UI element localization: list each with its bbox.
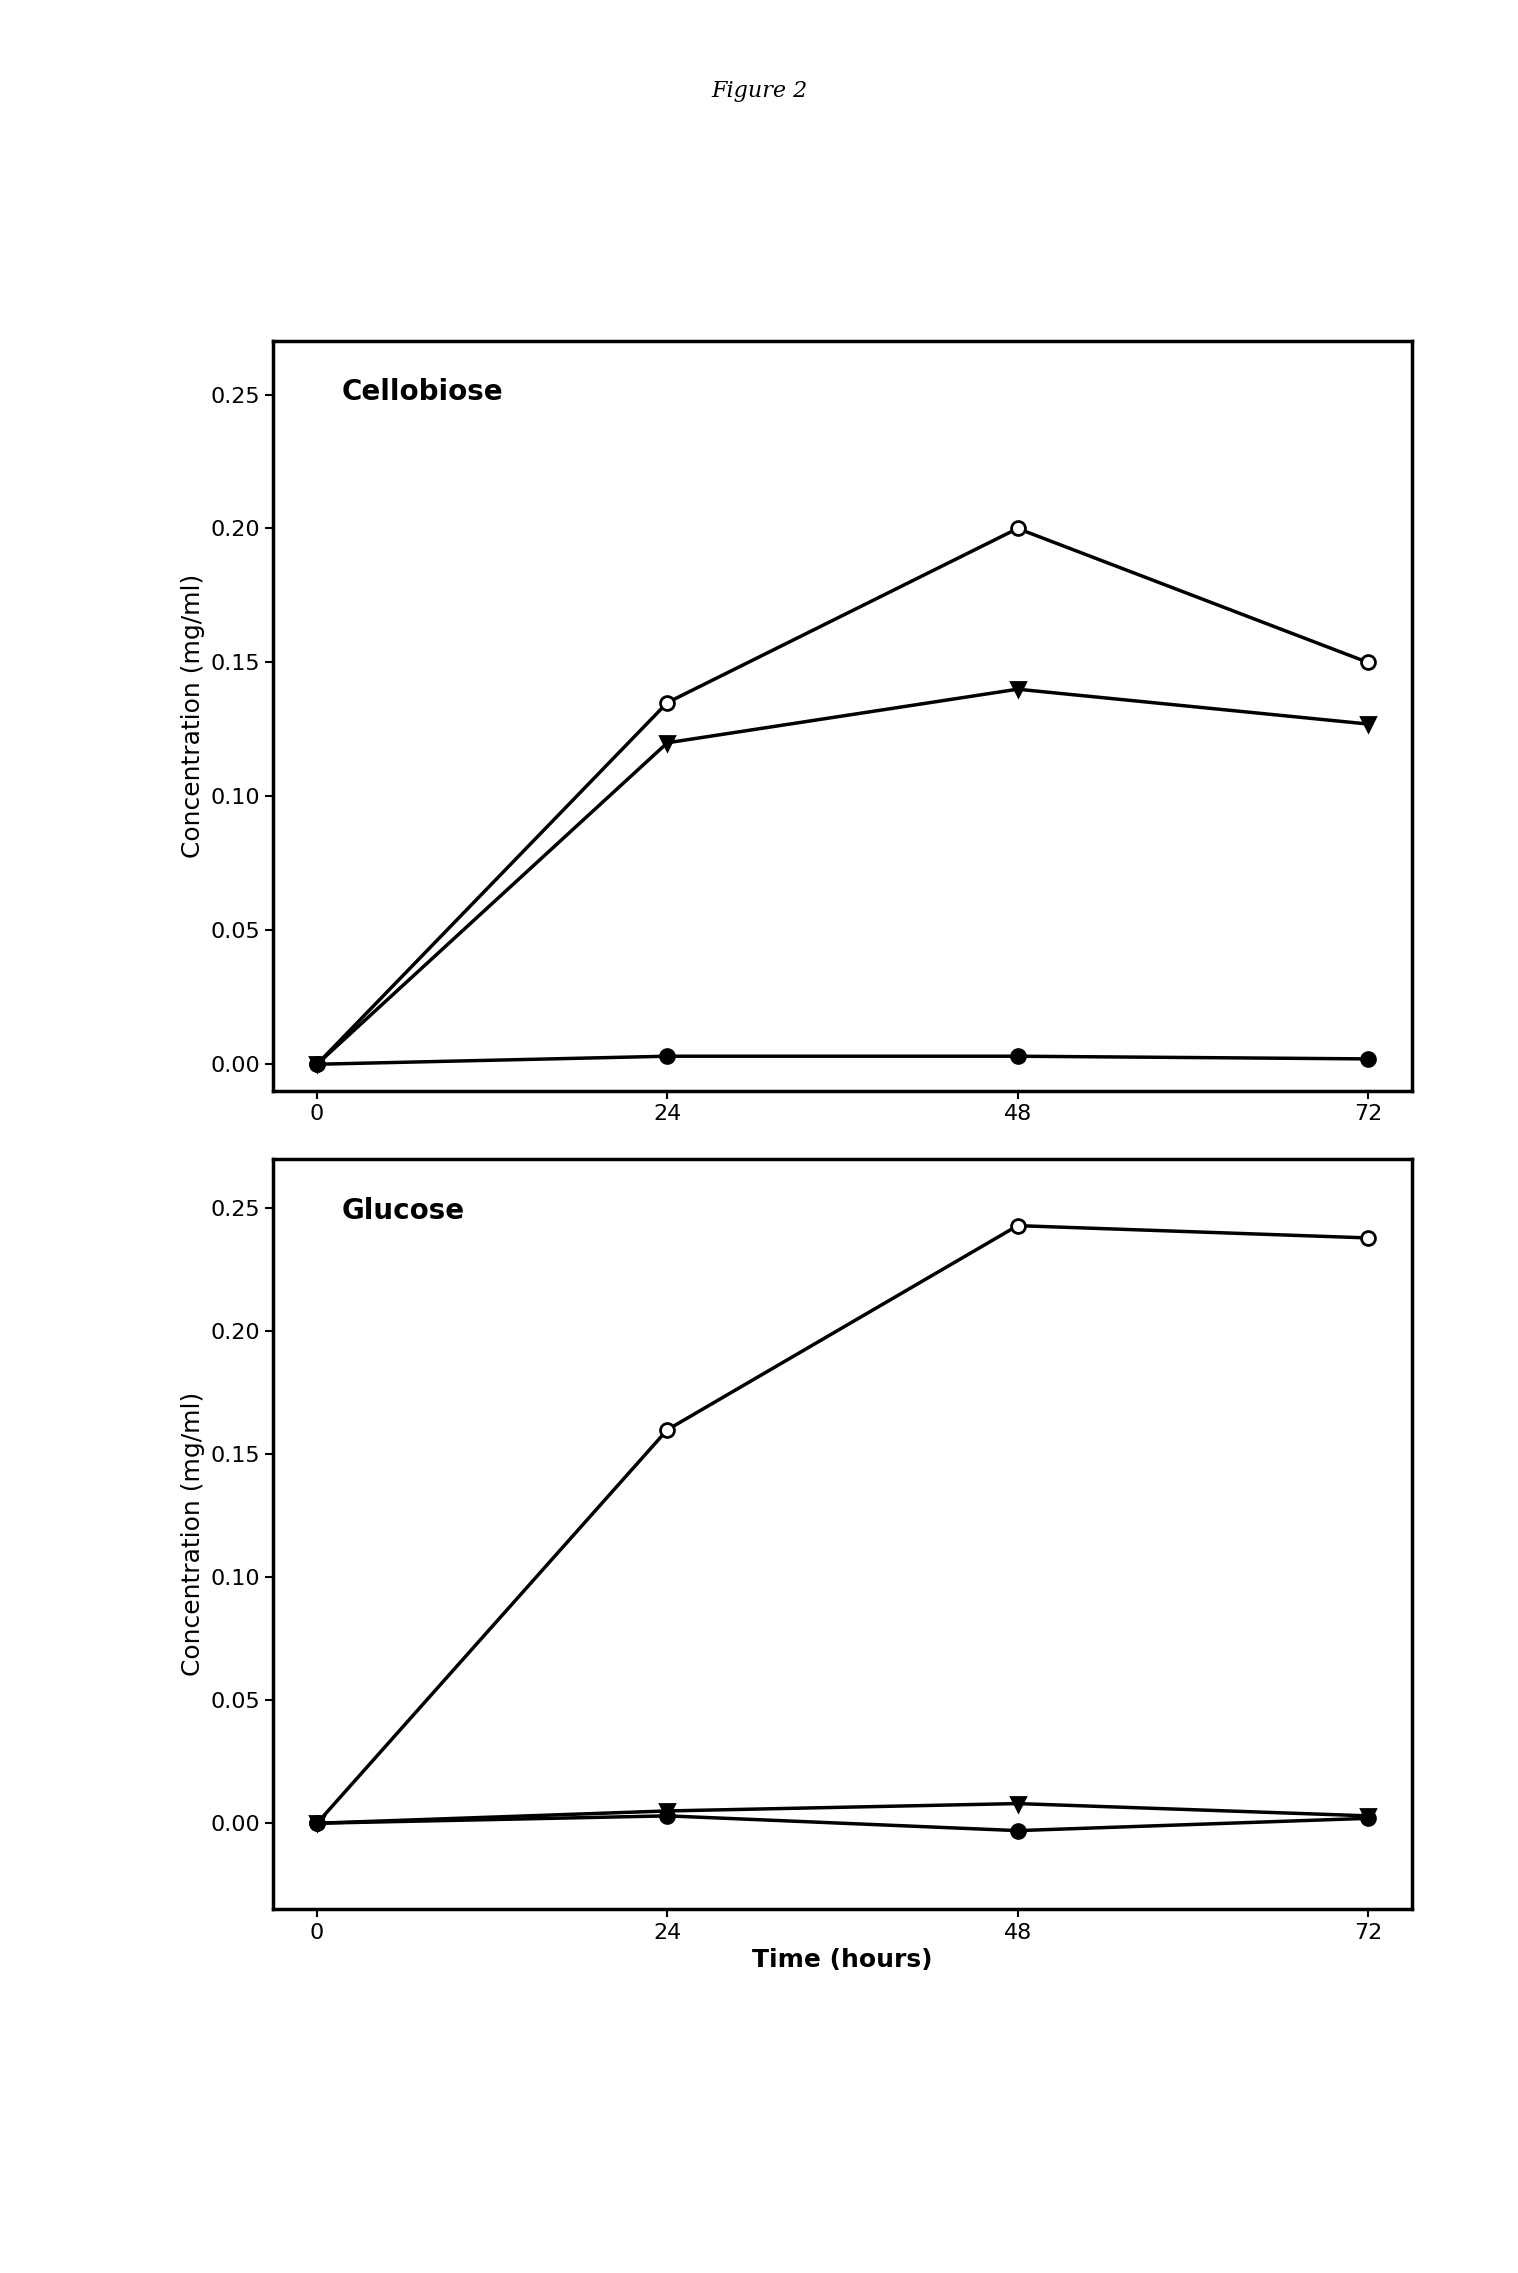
Y-axis label: Concentration (mg/ml): Concentration (mg/ml)	[181, 1391, 205, 1677]
Text: Cellobiose: Cellobiose	[342, 377, 502, 407]
X-axis label: Time (hours): Time (hours)	[753, 1948, 932, 1973]
Text: Glucose: Glucose	[342, 1196, 465, 1225]
Text: Figure 2: Figure 2	[710, 80, 808, 102]
Y-axis label: Concentration (mg/ml): Concentration (mg/ml)	[181, 573, 205, 859]
